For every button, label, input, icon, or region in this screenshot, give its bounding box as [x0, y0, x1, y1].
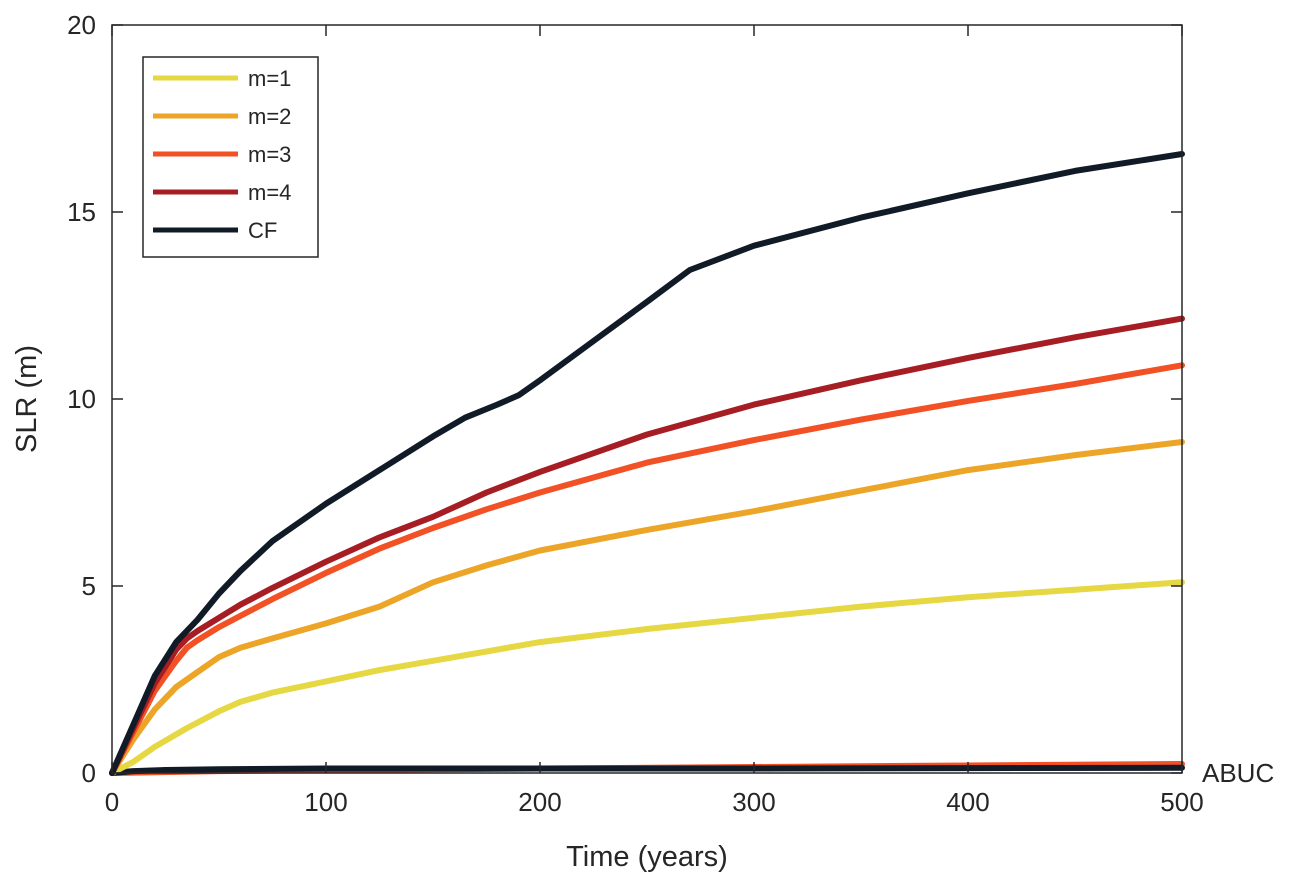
legend: m=1 m=2 m=3 m=4 CF [142, 56, 319, 258]
x-tick-label: 500 [1160, 787, 1203, 817]
series-line-m3 [109, 362, 1185, 776]
x-tick-label: 400 [946, 787, 989, 817]
ticks-layer: 0 100 200 300 400 500 0 5 10 15 20 [67, 10, 1204, 817]
x-tick-label: 0 [105, 787, 119, 817]
y-tick-label: 15 [67, 197, 96, 227]
legend-label-m1: m=1 [248, 66, 291, 91]
x-tick-label: 100 [304, 787, 347, 817]
annotation-abuc: ABUC [1202, 758, 1274, 788]
y-axis-title: SLR (m) [11, 345, 43, 453]
legend-box [142, 56, 319, 258]
x-tick-label: 300 [732, 787, 775, 817]
y-tick-label: 0 [82, 758, 96, 788]
x-tick-label: 200 [518, 787, 561, 817]
legend-label-m2: m=2 [248, 104, 291, 129]
x-axis-title: Time (years) [566, 841, 728, 873]
y-tick-label: 20 [67, 10, 96, 40]
legend-label-m3: m=3 [248, 142, 291, 167]
series-line-CF [109, 151, 1185, 776]
series-line-m1 [109, 579, 1185, 776]
series-line-m4 [109, 315, 1185, 776]
legend-label-CF: CF [248, 218, 277, 243]
y-tick-label: 10 [67, 384, 96, 414]
legend-label-m4: m=4 [248, 180, 291, 205]
y-tick-label: 5 [82, 571, 96, 601]
series-line-m2 [109, 439, 1185, 776]
